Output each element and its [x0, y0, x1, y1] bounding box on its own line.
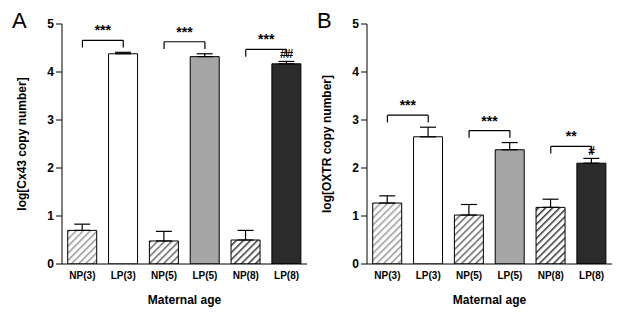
svg-text:NP(5): NP(5) [151, 270, 177, 281]
html-text:A: A [12, 8, 27, 33]
svg-text:3: 3 [352, 113, 359, 127]
svg-text:log[OXTR copy number]: log[OXTR copy number] [320, 75, 334, 213]
svg-text:***: *** [400, 97, 417, 113]
svg-text:NP(8): NP(8) [233, 270, 259, 281]
html-text:B: B [317, 8, 332, 33]
svg-text:3: 3 [47, 113, 54, 127]
svg-text:***: *** [176, 24, 193, 40]
svg-text:NP(8): NP(8) [538, 270, 564, 281]
svg-text:LP(8): LP(8) [579, 270, 604, 281]
svg-text:log[Cx43 copy number]: log[Cx43 copy number] [15, 77, 29, 210]
svg-text:NP(3): NP(3) [374, 270, 400, 281]
svg-text:***: *** [95, 22, 112, 38]
svg-text:0: 0 [352, 257, 359, 271]
svg-text:NP(5): NP(5) [456, 270, 482, 281]
svg-text:Maternal age: Maternal age [453, 293, 527, 307]
svg-text:LP(5): LP(5) [497, 270, 522, 281]
svg-text:LP(3): LP(3) [111, 270, 136, 281]
svg-text:#: # [588, 144, 595, 158]
svg-text:5: 5 [352, 17, 359, 31]
svg-text:##: ## [280, 47, 294, 61]
svg-text:5: 5 [47, 17, 54, 31]
svg-text:**: ** [566, 128, 577, 144]
svg-text:***: *** [481, 113, 498, 129]
svg-text:LP(8): LP(8) [274, 270, 299, 281]
svg-text:LP(3): LP(3) [416, 270, 441, 281]
svg-text:Maternal age: Maternal age [148, 293, 222, 307]
svg-text:LP(5): LP(5) [192, 270, 217, 281]
svg-text:1: 1 [47, 209, 54, 223]
svg-text:2: 2 [352, 161, 359, 175]
svg-text:2: 2 [47, 161, 54, 175]
svg-text:0: 0 [47, 257, 54, 271]
svg-text:NP(3): NP(3) [69, 270, 95, 281]
svg-text:***: *** [258, 31, 275, 47]
svg-text:1: 1 [352, 209, 359, 223]
svg-text:4: 4 [352, 65, 359, 79]
svg-text:4: 4 [47, 65, 54, 79]
